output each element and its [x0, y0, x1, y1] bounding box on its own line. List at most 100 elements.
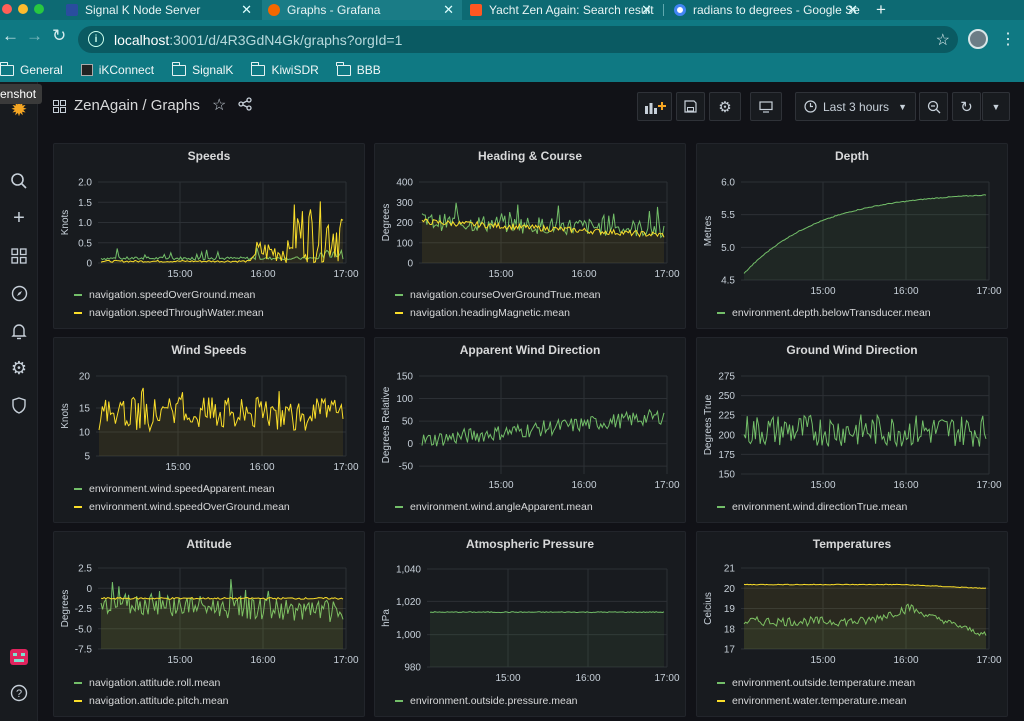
user-avatar-icon[interactable] — [6, 644, 32, 670]
browser-menu-icon[interactable]: ⋮ — [1000, 31, 1016, 48]
legend-swatch — [74, 700, 82, 702]
close-icon[interactable]: ✕ — [241, 2, 252, 17]
panel-title[interactable]: Atmospheric Pressure — [465, 537, 595, 551]
y-axis-label: Degrees True — [703, 394, 714, 455]
y-tick-label: 150 — [396, 372, 413, 383]
bookmark-bbb[interactable]: BBB — [336, 61, 381, 77]
panel-title[interactable]: Wind Speeds — [171, 343, 247, 357]
panel-title[interactable]: Attitude — [186, 537, 232, 551]
legend-item[interactable]: navigation.speedOverGround.mean — [74, 289, 255, 301]
plus-icon[interactable]: + — [13, 206, 25, 229]
legend-item[interactable]: navigation.attitude.pitch.mean — [74, 695, 229, 707]
alerting-bell-icon[interactable] — [6, 318, 32, 344]
panel-pressure[interactable]: Atmospheric Pressure hPa 1,040 1,020 1,000 98… — [374, 531, 686, 717]
panel-title[interactable]: Apparent Wind Direction — [459, 343, 601, 357]
refresh-interval-dropdown[interactable]: ▼ — [982, 92, 1010, 121]
legend-label: environment.wind.speedApparent.mean — [89, 483, 275, 495]
legend-item[interactable]: environment.water.temperature.mean — [717, 695, 907, 707]
grafana-logo-icon[interactable]: ✹ — [10, 98, 28, 121]
panel-temps[interactable]: Temperatures Celcius 21 20 19 18 17 15:00 16:00 1… — [696, 531, 1008, 717]
star-icon[interactable]: ☆ — [212, 97, 227, 114]
add-panel-button[interactable] — [637, 92, 672, 121]
tab-grafana[interactable]: Graphs - Grafana ✕ — [262, 0, 462, 20]
panel-title[interactable]: Temperatures — [812, 537, 892, 551]
panel-depth[interactable]: Depth Metres 6.0 5.5 5.0 4.5 15:00 16:00 17:00 en… — [696, 143, 1008, 329]
panel-wind-speeds[interactable]: Wind Speeds Knots 20 15 10 5 15:00 16:00 17:00 en… — [53, 337, 365, 523]
search-icon[interactable] — [6, 168, 32, 194]
close-window-button[interactable] — [2, 4, 12, 14]
legend-item[interactable]: environment.wind.directionTrue.mean — [717, 501, 907, 513]
zoom-out-button[interactable] — [919, 92, 948, 121]
bookmark-ikconnect[interactable]: iKConnect — [80, 63, 154, 77]
tab-yacht-zen[interactable]: Yacht Zen Again: Search result ✕ — [464, 0, 660, 20]
new-tab-button[interactable]: + — [876, 0, 886, 19]
panel-title[interactable]: Heading & Course — [477, 149, 582, 163]
bookmark-label: KiwiSDR — [271, 63, 319, 77]
bookmark-kiwisdr[interactable]: KiwiSDR — [250, 61, 319, 77]
legend-label: navigation.attitude.roll.mean — [89, 677, 221, 689]
legend-item[interactable]: environment.wind.speedApparent.mean — [74, 483, 275, 495]
tab-signalk[interactable]: Signal K Node Server ✕ — [60, 0, 260, 20]
panel-awd[interactable]: Apparent Wind Direction Degrees Relative 1… — [374, 337, 686, 523]
zoom-out-icon — [927, 100, 940, 113]
chart-area[interactable]: hPa 1,040 1,020 1,000 980 15:00 16:00 17:00 — [375, 532, 687, 718]
share-icon[interactable] — [238, 97, 252, 116]
tab-google[interactable]: radians to degrees - Google Se ✕ — [668, 0, 866, 20]
panel-gwd[interactable]: Ground Wind Direction Degrees True 275 250 2… — [696, 337, 1008, 523]
legend-item[interactable]: environment.wind.speedOverGround.mean — [74, 501, 290, 513]
chart-area[interactable]: Degrees 2.5 0 -2.5 -5.0 -7.5 15:00 16:00 17:00 — [54, 532, 366, 718]
bookmark-label: BBB — [356, 63, 381, 77]
chart-area[interactable]: Celcius 21 20 19 18 17 15:00 16:00 17:00 — [697, 532, 1009, 718]
save-dashboard-button[interactable] — [676, 92, 705, 121]
legend-item[interactable]: navigation.speedThroughWater.mean — [74, 307, 264, 319]
bookmark-signalk[interactable]: SignalK — [171, 61, 233, 77]
close-icon[interactable]: ✕ — [847, 2, 858, 17]
configuration-gear-icon[interactable]: ⚙ — [10, 357, 28, 378]
chart-area[interactable]: Knots 2.0 1.5 1.0 0.5 0 15:00 16:00 17:00 — [54, 144, 366, 330]
bookmark-star-icon[interactable]: ☆ — [935, 32, 950, 49]
series-line — [421, 408, 665, 447]
chart-area[interactable]: Knots 20 15 10 5 15:00 16:00 17:00 — [54, 338, 366, 524]
legend-item[interactable]: navigation.courseOverGroundTrue.mean — [395, 289, 600, 301]
panel-title[interactable]: Depth — [835, 149, 869, 163]
reload-icon[interactable]: ↻ — [52, 26, 67, 45]
refresh-button[interactable]: ↻ — [952, 92, 981, 121]
dashboard-title[interactable]: ZenAgain / Graphs — [74, 97, 200, 114]
panel-heading[interactable]: Heading & Course Degrees 400 300 200 100 0 15:0… — [374, 143, 686, 329]
panel-attitude[interactable]: Attitude Degrees 2.5 0 -2.5 -5.0 -7.5 15:00 16:0… — [53, 531, 365, 717]
legend-label: navigation.attitude.pitch.mean — [89, 695, 229, 707]
chart-area[interactable]: Metres 6.0 5.5 5.0 4.5 15:00 16:00 17:00 — [697, 144, 1009, 330]
bookmark-general[interactable]: General — [0, 61, 63, 77]
tv-mode-button[interactable] — [750, 92, 782, 121]
legend-item[interactable]: environment.outside.pressure.mean — [395, 695, 578, 707]
series-fill — [422, 219, 664, 263]
time-picker-button[interactable]: Last 3 hours ▼ — [795, 92, 916, 121]
help-icon[interactable]: ? — [6, 680, 32, 706]
maximize-window-button[interactable] — [34, 4, 44, 14]
dashboard-settings-button[interactable]: ⚙ — [709, 92, 741, 121]
panel-speeds[interactable]: Speeds Knots 2.0 1.5 1.0 0.5 0 15:00 16:00 17:00 n… — [53, 143, 365, 329]
explore-compass-icon[interactable] — [6, 280, 32, 306]
panel-title[interactable]: Ground Wind Direction — [786, 343, 918, 357]
legend-item[interactable]: navigation.attitude.roll.mean — [74, 677, 220, 689]
avatar[interactable] — [968, 29, 988, 49]
close-icon[interactable]: ✕ — [443, 2, 454, 17]
info-icon[interactable]: i — [88, 31, 104, 47]
legend-item[interactable]: environment.outside.temperature.mean — [717, 677, 915, 689]
minimize-window-button[interactable] — [18, 4, 28, 14]
chart-area[interactable]: Degrees Relative 150 100 50 0 -50 15:00 16:00 17… — [375, 338, 687, 524]
forward-arrow-icon[interactable]: → — [26, 26, 43, 45]
url-bar[interactable]: i localhost:3001/d/4R3GdN4Gk/graphs?orgI… — [78, 26, 958, 53]
legend-item[interactable]: environment.depth.belowTransducer.mean — [717, 307, 931, 319]
y-axis-label: Degrees Relative — [381, 386, 392, 463]
chart-area[interactable]: Degrees True 275 250 225 200 175 150 15:00 16:00… — [697, 338, 1009, 524]
legend-item[interactable]: navigation.headingMagnetic.mean — [395, 307, 570, 319]
dashboards-icon[interactable] — [6, 243, 32, 269]
chart-area[interactable]: Degrees 400 300 200 100 0 15:00 16:00 17:00 — [375, 144, 687, 330]
legend-item[interactable]: environment.wind.angleApparent.mean — [395, 501, 593, 513]
back-arrow-icon[interactable]: ← — [2, 26, 19, 45]
y-tick-label: 1,000 — [396, 630, 421, 641]
server-admin-shield-icon[interactable] — [6, 392, 32, 418]
panel-title[interactable]: Speeds — [187, 149, 231, 163]
close-icon[interactable]: ✕ — [641, 2, 652, 17]
